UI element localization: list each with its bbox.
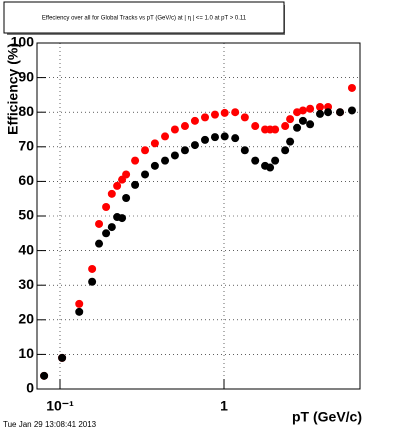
data-point xyxy=(240,146,249,155)
data-point xyxy=(161,156,170,165)
y-tick-label: 40 xyxy=(18,241,34,257)
data-point xyxy=(113,181,122,190)
plot-frame xyxy=(36,42,361,390)
data-point xyxy=(298,116,307,125)
data-point xyxy=(141,146,150,155)
y-tick-label: 10 xyxy=(18,345,34,361)
data-point xyxy=(286,115,295,124)
data-point xyxy=(240,113,249,122)
y-tick-label: 60 xyxy=(18,172,34,188)
data-point xyxy=(266,163,275,172)
y-axis-label: Efficiency (%) xyxy=(5,43,21,135)
data-point xyxy=(220,108,229,117)
y-tick-label: 50 xyxy=(18,207,34,223)
x-axis-label: pT (GeV/c) xyxy=(292,409,362,425)
data-point xyxy=(271,156,280,165)
data-point xyxy=(306,120,315,129)
x-tick-label: 10⁻¹ xyxy=(46,398,74,414)
data-point xyxy=(293,123,302,132)
data-point xyxy=(122,194,131,203)
y-tick-label: 20 xyxy=(18,311,34,327)
data-point xyxy=(180,122,189,131)
data-point xyxy=(102,229,111,238)
data-point xyxy=(298,106,307,115)
data-point xyxy=(107,189,116,198)
data-point xyxy=(40,371,49,380)
y-tick-label: 0 xyxy=(26,380,34,396)
title-box xyxy=(3,1,285,34)
data-point xyxy=(107,223,116,232)
data-point xyxy=(95,219,104,228)
data-point xyxy=(324,108,333,117)
data-point xyxy=(75,299,84,308)
data-point xyxy=(347,106,356,115)
timestamp: Tue Jan 29 13:08:41 2013 xyxy=(3,420,97,429)
y-tick-label: 30 xyxy=(18,276,34,292)
data-point xyxy=(118,214,127,223)
data-point xyxy=(271,125,280,134)
data-point xyxy=(122,170,131,179)
data-point xyxy=(190,141,199,150)
data-point xyxy=(190,116,199,125)
data-point xyxy=(95,239,104,248)
data-point xyxy=(170,151,179,160)
data-point xyxy=(131,180,140,189)
data-point xyxy=(88,264,97,273)
y-tick-label: 70 xyxy=(18,138,34,154)
chart-title: Effeciency over all for Global Tracks vs… xyxy=(42,16,247,22)
data-point xyxy=(201,113,210,122)
data-point xyxy=(347,83,356,92)
data-point xyxy=(251,122,260,131)
data-point xyxy=(150,161,159,170)
x-tick-label: 1 xyxy=(220,398,228,414)
data-point xyxy=(201,135,210,144)
data-point xyxy=(180,146,189,155)
data-point xyxy=(141,170,150,179)
data-point xyxy=(316,103,325,112)
data-point xyxy=(281,122,290,131)
data-point xyxy=(150,139,159,148)
data-point xyxy=(251,156,260,165)
data-point xyxy=(131,156,140,165)
data-point xyxy=(210,133,219,142)
data-point xyxy=(170,125,179,134)
data-point xyxy=(75,307,84,316)
y-tick-label: 80 xyxy=(18,103,34,119)
data-point xyxy=(210,110,219,119)
data-point xyxy=(286,137,295,146)
data-point xyxy=(102,203,111,212)
data-point xyxy=(58,353,67,362)
data-point xyxy=(336,108,345,117)
data-point xyxy=(281,146,290,155)
data-point xyxy=(220,132,229,141)
data-point xyxy=(231,134,240,143)
data-point xyxy=(316,109,325,118)
data-point xyxy=(231,108,240,117)
y-tick-label: 100 xyxy=(11,34,35,50)
y-tick-label: 90 xyxy=(18,68,34,84)
data-point xyxy=(161,132,170,141)
data-point xyxy=(88,277,97,286)
data-point xyxy=(306,104,315,113)
